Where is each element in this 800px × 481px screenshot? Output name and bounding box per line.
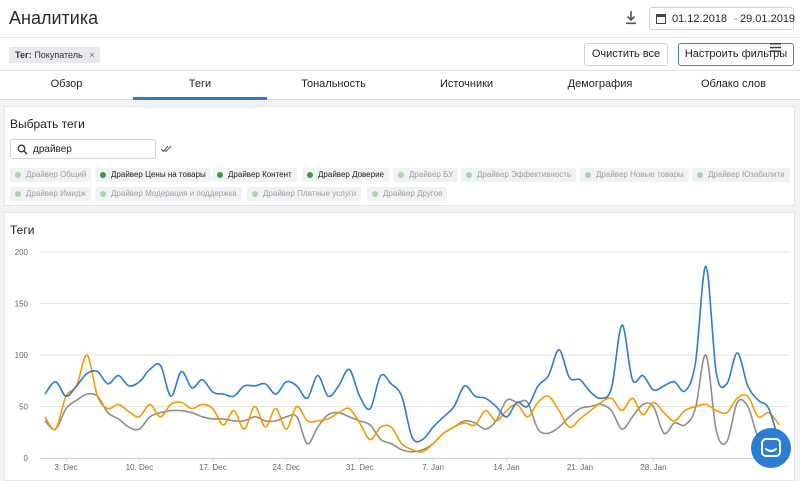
filter-chip-tag: Тег: Покупатель ×: [9, 47, 101, 63]
select-tags-panel: Выбрать теги драйвер Драйвер Общий Драйв…: [4, 106, 795, 206]
tag-status-dot: [372, 191, 378, 197]
date-range-picker[interactable]: 01.12.2018 - 29.01.2019: [649, 7, 796, 30]
select-all-check-icon[interactable]: [160, 143, 172, 155]
date-separator: -: [734, 13, 738, 25]
tab-sentiment[interactable]: Тональность: [301, 78, 366, 90]
x-tick-label: 24. Dec: [272, 463, 300, 472]
y-tick-label: 0: [24, 454, 29, 463]
tag-option[interactable]: Драйвер Контент: [212, 168, 297, 182]
calendar-icon: [656, 14, 666, 24]
tag-option[interactable]: Драйвер Новые товары: [580, 168, 689, 182]
x-tick-label: 21. Jan: [567, 463, 593, 472]
tag-option-label: Драйвер Модерация и поддержка: [111, 189, 237, 198]
tag-option-label: Драйвер Другое: [383, 189, 443, 198]
configure-filters-button[interactable]: Настроить фильтры: [678, 43, 794, 66]
date-to: 29.01.2019: [740, 13, 796, 25]
x-tick-label: 3. Dec: [54, 463, 77, 472]
chart-title: Теги: [10, 223, 35, 237]
tag-option[interactable]: Драйвер Имидж: [10, 187, 91, 201]
tag-status-dot: [15, 191, 21, 197]
filter-chip-key: Тег:: [15, 50, 32, 60]
tab-demographics[interactable]: Демография: [567, 78, 633, 90]
tag-search-input[interactable]: драйвер: [10, 139, 156, 159]
x-tick-label: 7. Jan: [422, 463, 444, 472]
series-line: [44, 265, 781, 444]
y-tick-label: 150: [15, 300, 29, 309]
page-title: Аналитика: [9, 8, 99, 28]
tab-tags[interactable]: Теги: [133, 71, 267, 100]
tab-overview[interactable]: Обзор: [50, 78, 83, 90]
series-line: [44, 354, 780, 453]
tag-status-dot: [307, 172, 313, 178]
tag-option[interactable]: Драйвер Общий: [10, 168, 92, 182]
select-tags-title: Выбрать теги: [10, 117, 85, 131]
tag-option-label: Драйвер Цены на товары: [111, 170, 206, 179]
tag-option[interactable]: Драйвер Доверие: [302, 168, 389, 182]
tags-chart-panel: Теги: [4, 212, 795, 481]
tag-option-label: Драйвер Эффективность: [477, 170, 572, 179]
tag-status-dot: [15, 172, 21, 178]
x-tick-label: 28. Jan: [640, 463, 666, 472]
tab-word-cloud[interactable]: Облако слов: [700, 78, 766, 90]
tag-option-label: Драйвер Платные услуги: [263, 189, 357, 198]
x-tick-label: 31. Dec: [346, 463, 374, 472]
y-tick-label: 100: [15, 351, 29, 360]
clear-all-button[interactable]: Очистить все: [584, 43, 668, 66]
tag-option-label: Драйвер Доверие: [318, 170, 384, 179]
y-tick-label: 50: [19, 403, 28, 412]
x-tick-label: 17. Dec: [199, 463, 227, 472]
tag-status-dot: [100, 191, 106, 197]
download-icon[interactable]: [624, 10, 638, 26]
tag-status-dot: [217, 172, 223, 178]
search-icon: [17, 144, 28, 155]
tag-option[interactable]: Драйвер Модерация и поддержка: [95, 187, 242, 201]
tag-option[interactable]: Драйвер Эффективность: [461, 168, 577, 182]
tag-option-label: Драйвер БУ: [409, 170, 454, 179]
chat-icon: [761, 438, 781, 457]
tag-option-label: Драйвер Юзабилити: [708, 170, 785, 179]
tag-status-dot: [466, 172, 472, 178]
tag-status-dot: [252, 191, 258, 197]
tag-search-value: драйвер: [33, 144, 72, 155]
tags-line-chart: 0 50 100 150 200 3. Dec 10. Dec 17. Dec 24. Dec 3…: [15, 248, 790, 472]
filter-chip-value: Покупатель: [34, 50, 83, 60]
tag-option[interactable]: Драйвер Юзабилити: [692, 168, 790, 182]
series-line: [44, 354, 780, 453]
tag-option[interactable]: Драйвер Цены на товары: [95, 168, 211, 182]
tag-status-dot: [398, 172, 404, 178]
y-tick-label: 200: [15, 248, 29, 257]
tag-status-dot: [585, 172, 591, 178]
header-bar: Аналитика 01.12.2018 - 29.01.2019: [0, 0, 800, 38]
active-filters-bar: Тег: Покупатель × Очистить все Настроить…: [0, 38, 800, 71]
tag-option-label: Драйвер Новые товары: [596, 170, 684, 179]
date-from: 01.12.2018: [672, 13, 728, 25]
x-tick-label: 14. Jan: [493, 463, 519, 472]
chat-widget-button[interactable]: [751, 428, 791, 468]
tag-option[interactable]: Драйвер Платные услуги: [247, 187, 362, 201]
x-tick-label: 10. Dec: [126, 463, 154, 472]
tag-option-label: Драйвер Контент: [228, 170, 292, 179]
tag-option-label: Драйвер Общий: [26, 170, 87, 179]
tag-option[interactable]: Драйвер БУ: [393, 168, 459, 182]
tag-option[interactable]: Драйвер Другое: [367, 187, 448, 201]
tab-sources[interactable]: Источники: [439, 78, 494, 90]
tag-option-label: Драйвер Имидж: [26, 189, 86, 198]
close-icon[interactable]: ×: [89, 50, 95, 60]
chart-menu-icon[interactable]: [770, 43, 781, 52]
tab-bar: Обзор Теги Тональность Источники Демогра…: [0, 71, 800, 100]
tag-status-dot: [697, 172, 703, 178]
tag-status-dot: [100, 172, 106, 178]
